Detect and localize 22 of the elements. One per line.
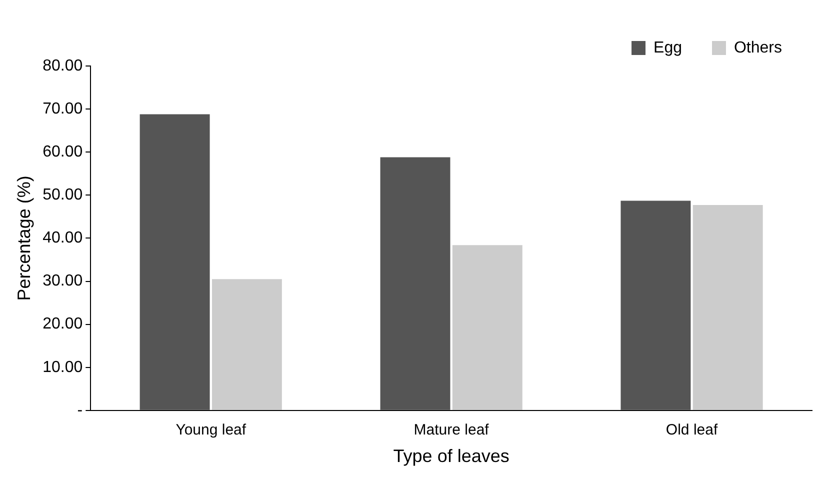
bar <box>692 205 763 410</box>
legend-label: Others <box>734 39 782 56</box>
bar <box>140 114 210 410</box>
x-tick-label: Mature leaf <box>414 422 490 439</box>
legend-label: Egg <box>654 39 682 56</box>
x-tick-label: Old leaf <box>666 422 718 439</box>
y-tick-label: 30.00 <box>42 272 83 290</box>
y-tick-label: 10.00 <box>42 358 83 376</box>
y-tick-label: 80.00 <box>42 57 83 74</box>
x-axis-title: Type of leaves <box>393 446 510 466</box>
y-tick-label: 40.00 <box>42 230 83 247</box>
y-tick-label: 50.00 <box>42 186 83 204</box>
y-tick-label: 60.00 <box>42 144 83 161</box>
y-tick-label: 70.00 <box>42 100 83 118</box>
x-tick-label: Young leaf <box>176 422 247 439</box>
bar <box>380 157 450 410</box>
y-tick-label: 20.00 <box>42 316 83 333</box>
y-tick-label: - <box>77 402 83 419</box>
bar <box>452 245 522 410</box>
bar <box>212 279 282 410</box>
bar <box>620 200 691 410</box>
y-axis-title: Percentage (%) <box>14 176 34 301</box>
